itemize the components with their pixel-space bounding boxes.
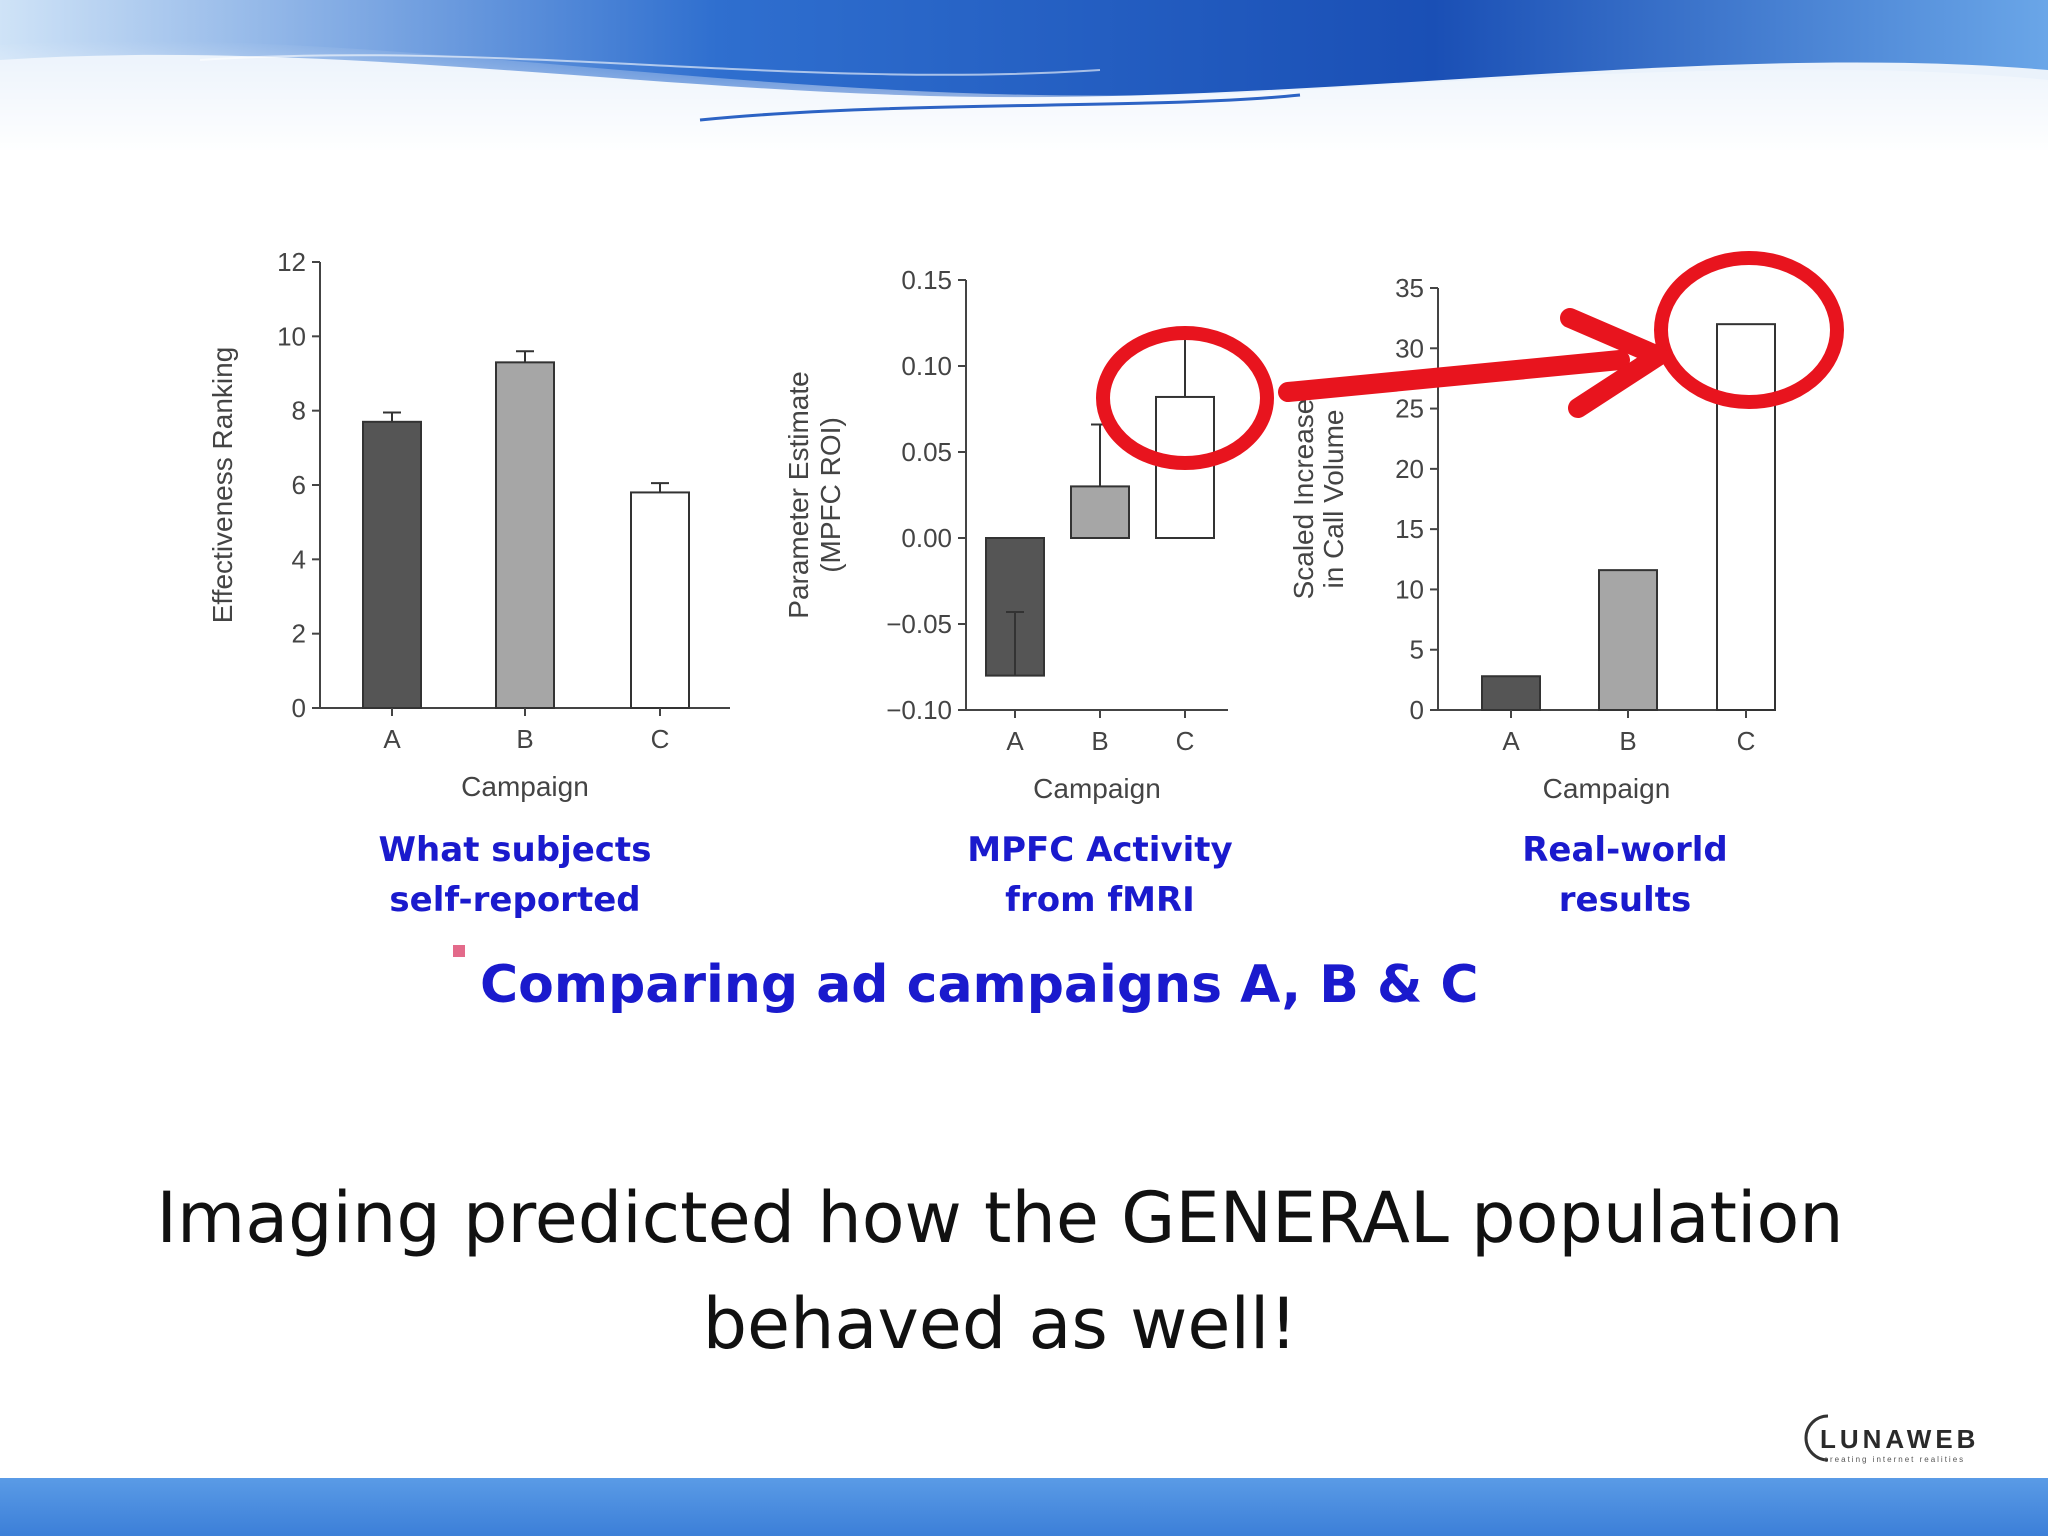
x-tick-label: B bbox=[516, 724, 533, 754]
footer-bar bbox=[0, 1478, 2048, 1536]
y-tick-label: 30 bbox=[1395, 333, 1424, 363]
bar-c bbox=[1716, 323, 1776, 712]
caption-line: from fMRI bbox=[1005, 880, 1195, 920]
y-tick-label: 25 bbox=[1395, 394, 1424, 424]
y-axis-label: Scaled Increase bbox=[1288, 399, 1319, 600]
chart-real-world: 0 5 10 15 20 25 30 35 A B C Campaign Scaled Increase… bbox=[1288, 273, 1776, 804]
bar-b bbox=[1598, 569, 1658, 711]
x-tick-label: A bbox=[1502, 726, 1520, 756]
y-tick-label: 10 bbox=[1395, 574, 1424, 604]
bullet-marker bbox=[453, 945, 465, 957]
highlight-arrow-shaft bbox=[1278, 350, 1630, 402]
y-tick-label: 20 bbox=[1395, 454, 1424, 484]
x-axis-label: Campaign bbox=[461, 771, 589, 802]
bar-a bbox=[362, 420, 422, 709]
y-tick-label: 35 bbox=[1395, 273, 1424, 303]
bar-b bbox=[495, 361, 555, 709]
caption-line: MPFC Activity bbox=[967, 830, 1233, 870]
y-tick-label: 0.10 bbox=[901, 351, 952, 381]
y-tick-label: −0.05 bbox=[886, 609, 952, 639]
highlight-circle-mpfc-c bbox=[1096, 326, 1274, 470]
y-tick-label: 0.05 bbox=[901, 437, 952, 467]
x-axis-label: Campaign bbox=[1033, 773, 1161, 804]
caption-line: What subjects bbox=[378, 830, 652, 870]
x-tick-label: A bbox=[1006, 726, 1024, 756]
x-tick-label: C bbox=[651, 724, 670, 754]
y-axis-label: Effectiveness Ranking bbox=[207, 347, 238, 624]
y-tick-label: 0 bbox=[292, 693, 306, 723]
y-axis-label-line2: in Call Volume bbox=[1318, 410, 1349, 589]
y-tick-label: 0.00 bbox=[901, 523, 952, 553]
figure-panel: 0 2 4 6 8 10 12 A B C Campaign Effectiveness Rankin… bbox=[207, 247, 1844, 804]
caption-self-reported: What subjects self-reported bbox=[330, 825, 700, 925]
caption-real-world: Real-world results bbox=[1440, 825, 1810, 925]
y-tick-label: 15 bbox=[1395, 514, 1424, 544]
y-tick-label: −0.10 bbox=[886, 695, 952, 725]
bar-b bbox=[1070, 485, 1130, 539]
caption-line: results bbox=[1558, 880, 1692, 920]
x-tick-label: B bbox=[1619, 726, 1636, 756]
chart-mpfc-activity: −0.10 −0.05 0.00 0.05 0.10 0.15 A B C Campaign Par… bbox=[783, 265, 1228, 804]
x-tick-label: C bbox=[1737, 726, 1756, 756]
y-tick-label: 0.15 bbox=[901, 265, 952, 295]
highlight-circle-real-world-c bbox=[1654, 251, 1844, 409]
highlight-arrow-head bbox=[1560, 308, 1668, 418]
y-axis-label: Parameter Estimate bbox=[783, 371, 814, 618]
bar-c bbox=[630, 491, 690, 709]
header-wave-banner bbox=[0, 0, 2048, 150]
y-tick-label: 2 bbox=[292, 619, 306, 649]
y-tick-label: 4 bbox=[292, 544, 306, 574]
x-axis-label: Campaign bbox=[1543, 773, 1671, 804]
x-tick-label: A bbox=[383, 724, 401, 754]
bar-a bbox=[1481, 675, 1541, 711]
lunaweb-logo: LUNAWEB creating internet realities bbox=[1804, 1414, 1979, 1464]
slide-statement: Imaging predicted how the GENERAL popula… bbox=[156, 1177, 1844, 1365]
y-tick-label: 6 bbox=[292, 470, 306, 500]
y-tick-label: 10 bbox=[277, 321, 306, 351]
logo-wordmark: LUNAWEB bbox=[1820, 1424, 1979, 1454]
y-tick-label: 8 bbox=[292, 396, 306, 426]
logo-tagline: creating internet realities bbox=[1824, 1455, 1965, 1464]
y-tick-label: 5 bbox=[1410, 635, 1424, 665]
caption-mpfc: MPFC Activity from fMRI bbox=[900, 825, 1300, 925]
caption-line: self-reported bbox=[389, 880, 641, 920]
highlight-annotations bbox=[1096, 251, 1844, 470]
y-tick-label: 12 bbox=[277, 247, 306, 277]
main-caption: Comparing ad campaigns A, B & C bbox=[480, 955, 1479, 1015]
chart-self-reported: 0 2 4 6 8 10 12 A B C Campaign Effectiveness Rankin… bbox=[207, 247, 730, 802]
caption-line: Real-world bbox=[1522, 830, 1728, 870]
y-axis-label-line2: (MPFC ROI) bbox=[815, 417, 846, 573]
y-tick-label: 0 bbox=[1410, 695, 1424, 725]
x-tick-label: B bbox=[1091, 726, 1108, 756]
x-tick-label: C bbox=[1176, 726, 1195, 756]
